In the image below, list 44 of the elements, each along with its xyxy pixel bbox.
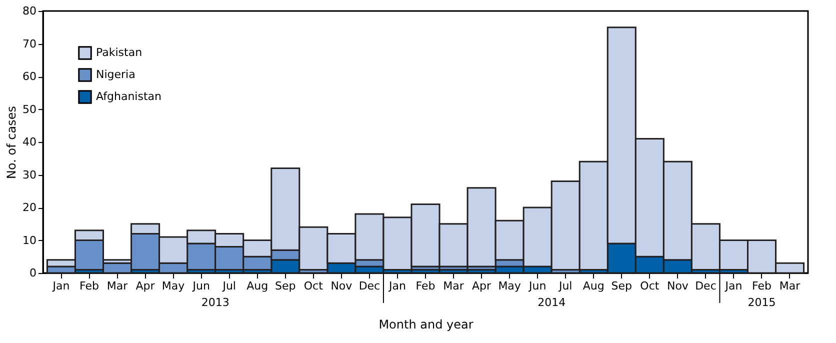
x-tick-label: Feb [416, 280, 436, 292]
x-tick-label: Nov [330, 280, 353, 292]
x-tick-label: May [162, 280, 186, 292]
x-tick-label: Jan [52, 280, 70, 292]
y-tick-label: 10 [22, 234, 36, 247]
x-tick-label: Jan [388, 280, 406, 292]
x-tick-label: Jul [558, 280, 572, 292]
y-tick-label: 30 [22, 168, 36, 182]
x-tick-label: Jul [222, 280, 236, 292]
x-tick-label: Mar [106, 280, 128, 292]
x-tick-label: Oct [304, 280, 324, 292]
y-tick-label: 0 [30, 266, 36, 280]
x-tick-label: Feb [79, 280, 99, 292]
legend-label: Pakistan [96, 46, 142, 59]
text: 2015 [748, 296, 776, 309]
x-tick-label: Apr [136, 280, 156, 292]
x-tick-label: Dec [695, 280, 716, 292]
x-axis-title: Month and year [378, 318, 474, 332]
x-tick-label: Aug [582, 280, 604, 292]
x-tick-label: Jun [528, 280, 546, 292]
text: 2013 [201, 296, 230, 309]
y-tick-label: 60 [22, 70, 36, 83]
x-tick-label: Nov [666, 280, 689, 292]
y-axis-title: No. of cases [4, 106, 19, 179]
x-tick-label: Dec [358, 280, 380, 292]
legend-label: Nigeria [96, 68, 136, 81]
text: 2014 [538, 296, 566, 309]
x-tick-label: Jun [192, 280, 210, 292]
x-tick-label: Aug [246, 280, 268, 292]
y-tick-label: 20 [22, 201, 36, 214]
x-tick-label: Sep [275, 280, 296, 292]
x-tick-label: Sep [611, 280, 632, 292]
x-tick-label: Oct [640, 280, 660, 292]
y-tick-label: 50 [22, 102, 36, 116]
x-tick-label: Mar [443, 280, 464, 292]
legend-label: Afghanistan [96, 90, 162, 103]
y-tick-label: 70 [22, 37, 36, 50]
x-tick-label: May [498, 280, 522, 292]
x-tick-label: Jan [724, 280, 742, 292]
x-tick-label: Feb [752, 280, 772, 292]
x-tick-label: Mar [779, 280, 801, 292]
y-tick-label: 80 [22, 4, 36, 18]
y-tick-label: 40 [22, 136, 36, 148]
x-tick-label: Apr [472, 280, 492, 292]
